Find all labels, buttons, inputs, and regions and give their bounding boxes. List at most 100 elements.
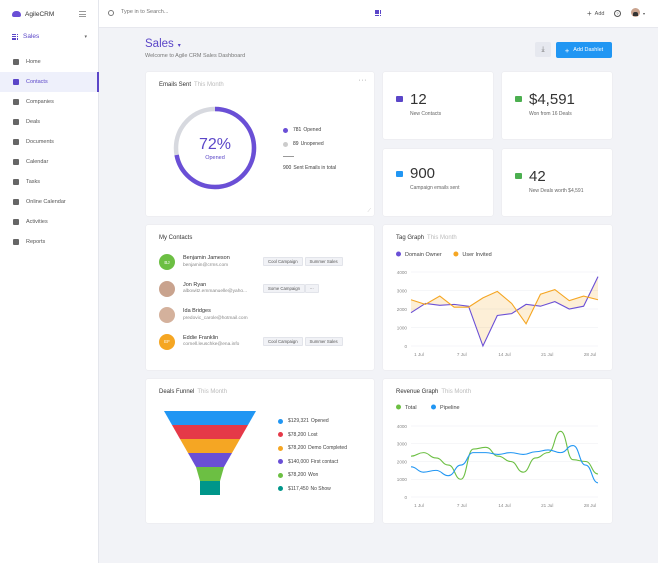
sidebar-item-home[interactable]: Home <box>0 52 99 72</box>
apps-grid-icon[interactable] <box>375 10 381 16</box>
sidebar-item-label: Deals <box>26 119 41 125</box>
card-period: This Month <box>441 389 472 395</box>
funnel-segment-first-contact[interactable] <box>188 453 232 467</box>
funnel-segment-opened[interactable] <box>164 411 256 425</box>
card-title: My Contacts <box>159 235 193 241</box>
sidebar-item-deals[interactable]: Deals <box>0 112 99 132</box>
x-tick-label: 1 Jul <box>414 352 424 357</box>
card-title-text: Revenue Graph <box>396 389 439 395</box>
contact-name[interactable]: Eddie Franklin <box>183 334 219 341</box>
sidebar-item-activities[interactable]: Activities <box>0 212 99 232</box>
legend-dot <box>278 472 283 478</box>
contacts-icon <box>13 79 19 85</box>
contact-avatar[interactable]: BJ <box>159 254 175 270</box>
funnel-label: First contact <box>310 458 339 465</box>
help-icon[interactable]: ? <box>614 10 621 17</box>
y-tick-label: 4000 <box>397 270 408 275</box>
page-subtitle: Welcome to Agile CRM Sales Dashboard <box>145 53 246 59</box>
sidebar-item-companies[interactable]: Companies <box>0 92 99 112</box>
funnel-segment-lost[interactable] <box>172 425 248 439</box>
sidebar-item-label: Documents <box>26 139 54 145</box>
stat-card-new-contacts[interactable]: 12 New Contacts <box>383 72 493 139</box>
app-logo[interactable]: AgileCRM <box>12 9 54 19</box>
y-tick-label: 3000 <box>397 288 408 293</box>
sidebar-item-reports[interactable]: Reports <box>0 232 99 252</box>
module-selector[interactable]: Sales ▾ <box>12 33 87 40</box>
chevron-down-icon: ▾ <box>177 43 181 49</box>
stat-card-won-deals[interactable]: $4,591 Won from 16 Deals <box>502 72 612 139</box>
sidebar-item-calendar[interactable]: Calendar <box>0 152 99 172</box>
add-button[interactable]: + Add <box>587 9 604 18</box>
stat-card-new-deals[interactable]: 42 New Deals worth $4,591 <box>502 149 612 216</box>
card-period: This Month <box>427 235 457 241</box>
card-title: Emails Sent This Month <box>159 82 224 88</box>
search-icon[interactable] <box>108 10 114 16</box>
contact-name[interactable]: Ida Bridges <box>183 308 211 314</box>
sidebar-item-label: Home <box>26 59 41 65</box>
funnel-segment-demo-completed[interactable] <box>180 439 240 453</box>
contact-row[interactable]: Jon Ryan albowitz.emmanuelle@yaho... Some … <box>159 280 379 300</box>
x-tick-label: 28 Jul <box>584 503 596 508</box>
more-tags-button[interactable]: ··· <box>304 283 319 293</box>
contact-tag[interactable]: Summer Sales <box>304 257 343 266</box>
funnel-legend-item: $78,200 Lost <box>278 432 318 438</box>
funnel-segment-no-show[interactable] <box>200 481 220 495</box>
series-line-total <box>410 430 599 480</box>
chevron-down-icon[interactable]: ▾ <box>643 11 646 16</box>
x-tick-label: 1 Jul <box>414 503 424 508</box>
stat-value: 900 <box>410 165 436 182</box>
contact-tag[interactable]: Cool Campaign <box>263 336 303 346</box>
page-title[interactable]: Sales ▾ <box>145 38 181 50</box>
contact-avatar[interactable] <box>159 307 175 323</box>
tasks-icon <box>13 179 19 185</box>
contact-row[interactable]: EF Eddie Franklin cornell.leuschke@ena.inf… <box>159 333 379 353</box>
y-tick-label: 2000 <box>397 459 408 464</box>
contact-name[interactable]: Jon Ryan <box>183 281 207 288</box>
legend-dot <box>453 251 459 257</box>
contact-avatar[interactable] <box>159 280 175 297</box>
emails-sent-card: Emails Sent This Month ··· 72% Opened 781… <box>146 72 374 216</box>
menu-toggle-icon[interactable] <box>79 11 86 19</box>
funnel-segment-won[interactable] <box>196 467 224 481</box>
sidebar-item-documents[interactable]: Documents <box>0 132 99 152</box>
contact-tag[interactable]: Some Campaign <box>263 283 306 293</box>
contact-row[interactable]: BJ Benjamin Jameson benjamin@crms.com Cool … <box>159 253 379 273</box>
y-tick-label: 1000 <box>397 477 408 482</box>
stat-value: 12 <box>410 91 427 108</box>
legend-dot <box>278 445 283 451</box>
legend-label: Pipeline <box>440 405 460 411</box>
y-tick-label: 0 <box>404 344 407 349</box>
legend-dot <box>278 486 283 491</box>
search-input[interactable] <box>121 9 211 15</box>
deals-chat-icon <box>515 173 522 179</box>
deals-funnel-card: Deals Funnel This Month $129,321 Opened $78… <box>146 379 374 523</box>
contact-email: albowitz.emmanuelle@yaho... <box>183 289 248 294</box>
sidebar: AgileCRM Sales ▾ Home Contacts Companies De… <box>0 0 99 563</box>
card-title-text: Emails Sent <box>159 82 192 88</box>
stat-label: Campaign emails sent <box>410 185 460 191</box>
contact-row[interactable]: Ida Bridges predovic_carole@hotmail.com <box>159 306 379 326</box>
stat-card-campaign-emails[interactable]: 900 Campaign emails sent <box>383 149 493 216</box>
contact-avatar[interactable]: EF <box>159 333 175 350</box>
sidebar-item-tasks[interactable]: Tasks <box>0 172 99 192</box>
sidebar-item-contacts[interactable]: Contacts <box>0 72 99 92</box>
add-dashlet-button[interactable]: + Add Dashlet <box>556 42 612 58</box>
user-avatar[interactable] <box>631 8 640 17</box>
contact-name[interactable]: Benjamin Jameson <box>183 255 230 261</box>
more-options-icon[interactable]: ··· <box>358 77 367 84</box>
funnel-legend-item: $129,321 Opened <box>278 418 329 424</box>
legend-dot <box>278 432 283 437</box>
funnel-value: $117,450 <box>288 485 309 492</box>
card-title-text: Deals Funnel <box>159 389 195 395</box>
contact-tag[interactable]: Cool Campaign <box>263 257 303 266</box>
card-period: This Month <box>197 389 228 395</box>
contact-email: benjamin@crms.com <box>183 262 229 268</box>
contact-tag[interactable]: Summer Sales <box>304 336 343 346</box>
resize-handle-icon[interactable]: ⟋ <box>367 208 371 214</box>
sidebar-item-online-calendar[interactable]: Online Calendar <box>0 192 99 212</box>
y-tick-label: 2000 <box>397 307 408 312</box>
download-button[interactable]: ⤓ <box>535 42 551 57</box>
funnel-value: $78,200 <box>288 472 307 478</box>
series-area <box>411 276 598 346</box>
funnel-label: No Show <box>310 485 331 492</box>
